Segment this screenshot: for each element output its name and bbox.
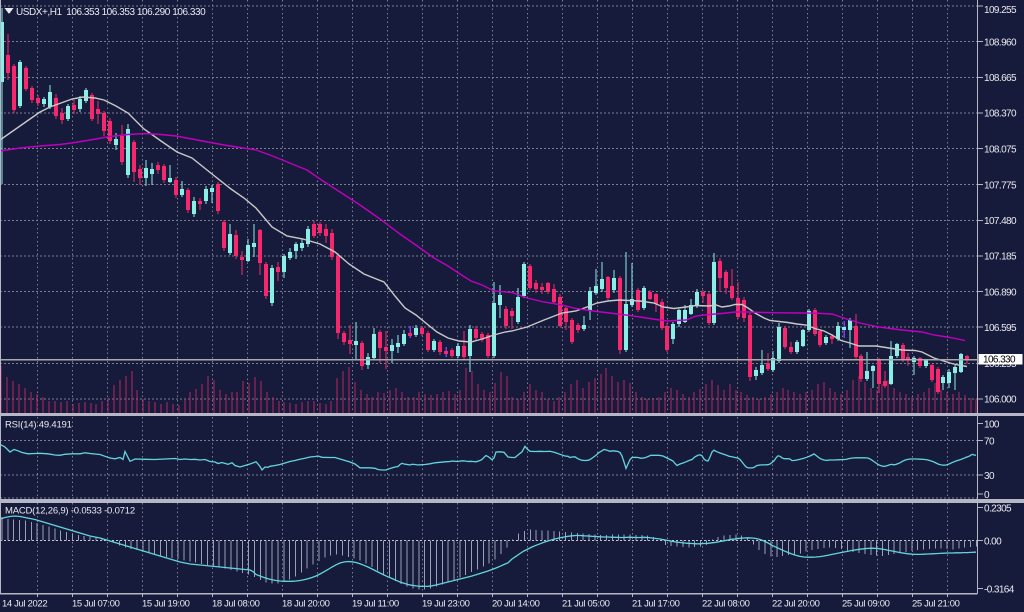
svg-text:106.890: 106.890 [984,287,1017,298]
svg-text:15 Jul 07:00: 15 Jul 07:00 [72,599,120,610]
svg-text:18 Jul 20:00: 18 Jul 20:00 [282,599,330,610]
svg-text:106.000: 106.000 [984,395,1017,406]
svg-text:107.185: 107.185 [984,252,1017,263]
svg-text:109.255: 109.255 [984,5,1017,16]
svg-text:107.775: 107.775 [984,181,1017,192]
svg-text:14 Jul 2022: 14 Jul 2022 [2,599,47,610]
svg-text:RSI(14) 49.4191: RSI(14) 49.4191 [5,420,72,431]
svg-text:106.595: 106.595 [984,323,1017,334]
svg-text:USDX+,H1 106.353 106.353 106.: USDX+,H1 106.353 106.353 106.290 106.330 [16,7,206,18]
svg-text:-0.3164: -0.3164 [984,585,1015,596]
svg-text:21 Jul 05:00: 21 Jul 05:00 [562,599,610,610]
svg-text:19 Jul 23:00: 19 Jul 23:00 [422,599,470,610]
svg-text:18 Jul 08:00: 18 Jul 08:00 [212,599,260,610]
svg-text:0.00: 0.00 [984,537,1002,548]
svg-text:25 Jul 21:00: 25 Jul 21:00 [912,599,960,610]
svg-text:108.075: 108.075 [984,144,1017,155]
svg-text:20 Jul 14:00: 20 Jul 14:00 [492,599,540,610]
svg-text:22 Jul 08:00: 22 Jul 08:00 [702,599,750,610]
svg-text:0.2305: 0.2305 [984,503,1012,514]
svg-text:22 Jul 20:00: 22 Jul 20:00 [772,599,820,610]
svg-text:25 Jul 09:00: 25 Jul 09:00 [842,599,890,610]
svg-text:0: 0 [984,490,990,501]
svg-text:107.480: 107.480 [984,216,1017,227]
svg-text:30: 30 [984,471,995,482]
svg-text:70: 70 [984,436,995,447]
svg-text:108.665: 108.665 [984,73,1017,84]
svg-text:100: 100 [984,419,1000,430]
svg-text:19 Jul 11:00: 19 Jul 11:00 [352,599,399,610]
svg-text:21 Jul 17:00: 21 Jul 17:00 [632,599,680,610]
svg-text:108.370: 108.370 [984,109,1017,120]
svg-text:108.960: 108.960 [984,38,1017,49]
svg-text:106.295: 106.295 [984,359,1017,370]
svg-text:MACD(12,26,9) -0.0533 -0.0712: MACD(12,26,9) -0.0533 -0.0712 [5,506,135,517]
svg-text:15 Jul 19:00: 15 Jul 19:00 [142,599,190,610]
svg-text:106.330: 106.330 [983,355,1016,366]
